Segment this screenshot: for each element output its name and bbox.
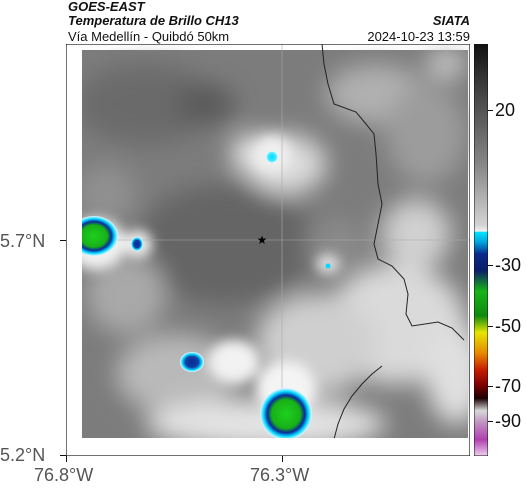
convective-core-south xyxy=(260,388,312,440)
boundary-line xyxy=(321,44,465,440)
colorbar-tick-minus30: -30 xyxy=(495,255,522,275)
y-tick-5.7N: 5.7°N xyxy=(0,231,46,251)
y-tick-5.2N: 5.2°N xyxy=(0,445,46,465)
cold-spot-east xyxy=(325,263,331,269)
star-icon: ★ xyxy=(257,233,268,247)
convective-core-central xyxy=(180,352,204,372)
product-title: Temperatura de Brillo CH13 xyxy=(68,13,239,28)
convective-core-small-west xyxy=(131,237,143,251)
x-tick-76.3W: 76.3°W xyxy=(250,465,310,485)
datetime-label: 2024-10-23 13:59 xyxy=(367,29,470,44)
satellite-label: GOES-EAST xyxy=(68,0,145,14)
x-tick-76.8W: 76.8°W xyxy=(34,465,94,485)
colorbar-tick-minus50: -50 xyxy=(495,316,522,336)
colorbar-tick-minus90: -90 xyxy=(495,411,522,431)
cold-spot-north xyxy=(266,151,278,163)
route-subtitle: Vía Medellín - Quibdó 50km xyxy=(68,29,230,44)
cloud-field xyxy=(66,49,470,449)
org-label: SIATA xyxy=(432,13,470,28)
colorbar xyxy=(474,44,488,456)
brightness-temperature-map: ★ xyxy=(66,44,470,456)
colorbar-tick-20: 20 xyxy=(495,100,516,120)
colorbar-tick-minus70: -70 xyxy=(495,376,522,396)
